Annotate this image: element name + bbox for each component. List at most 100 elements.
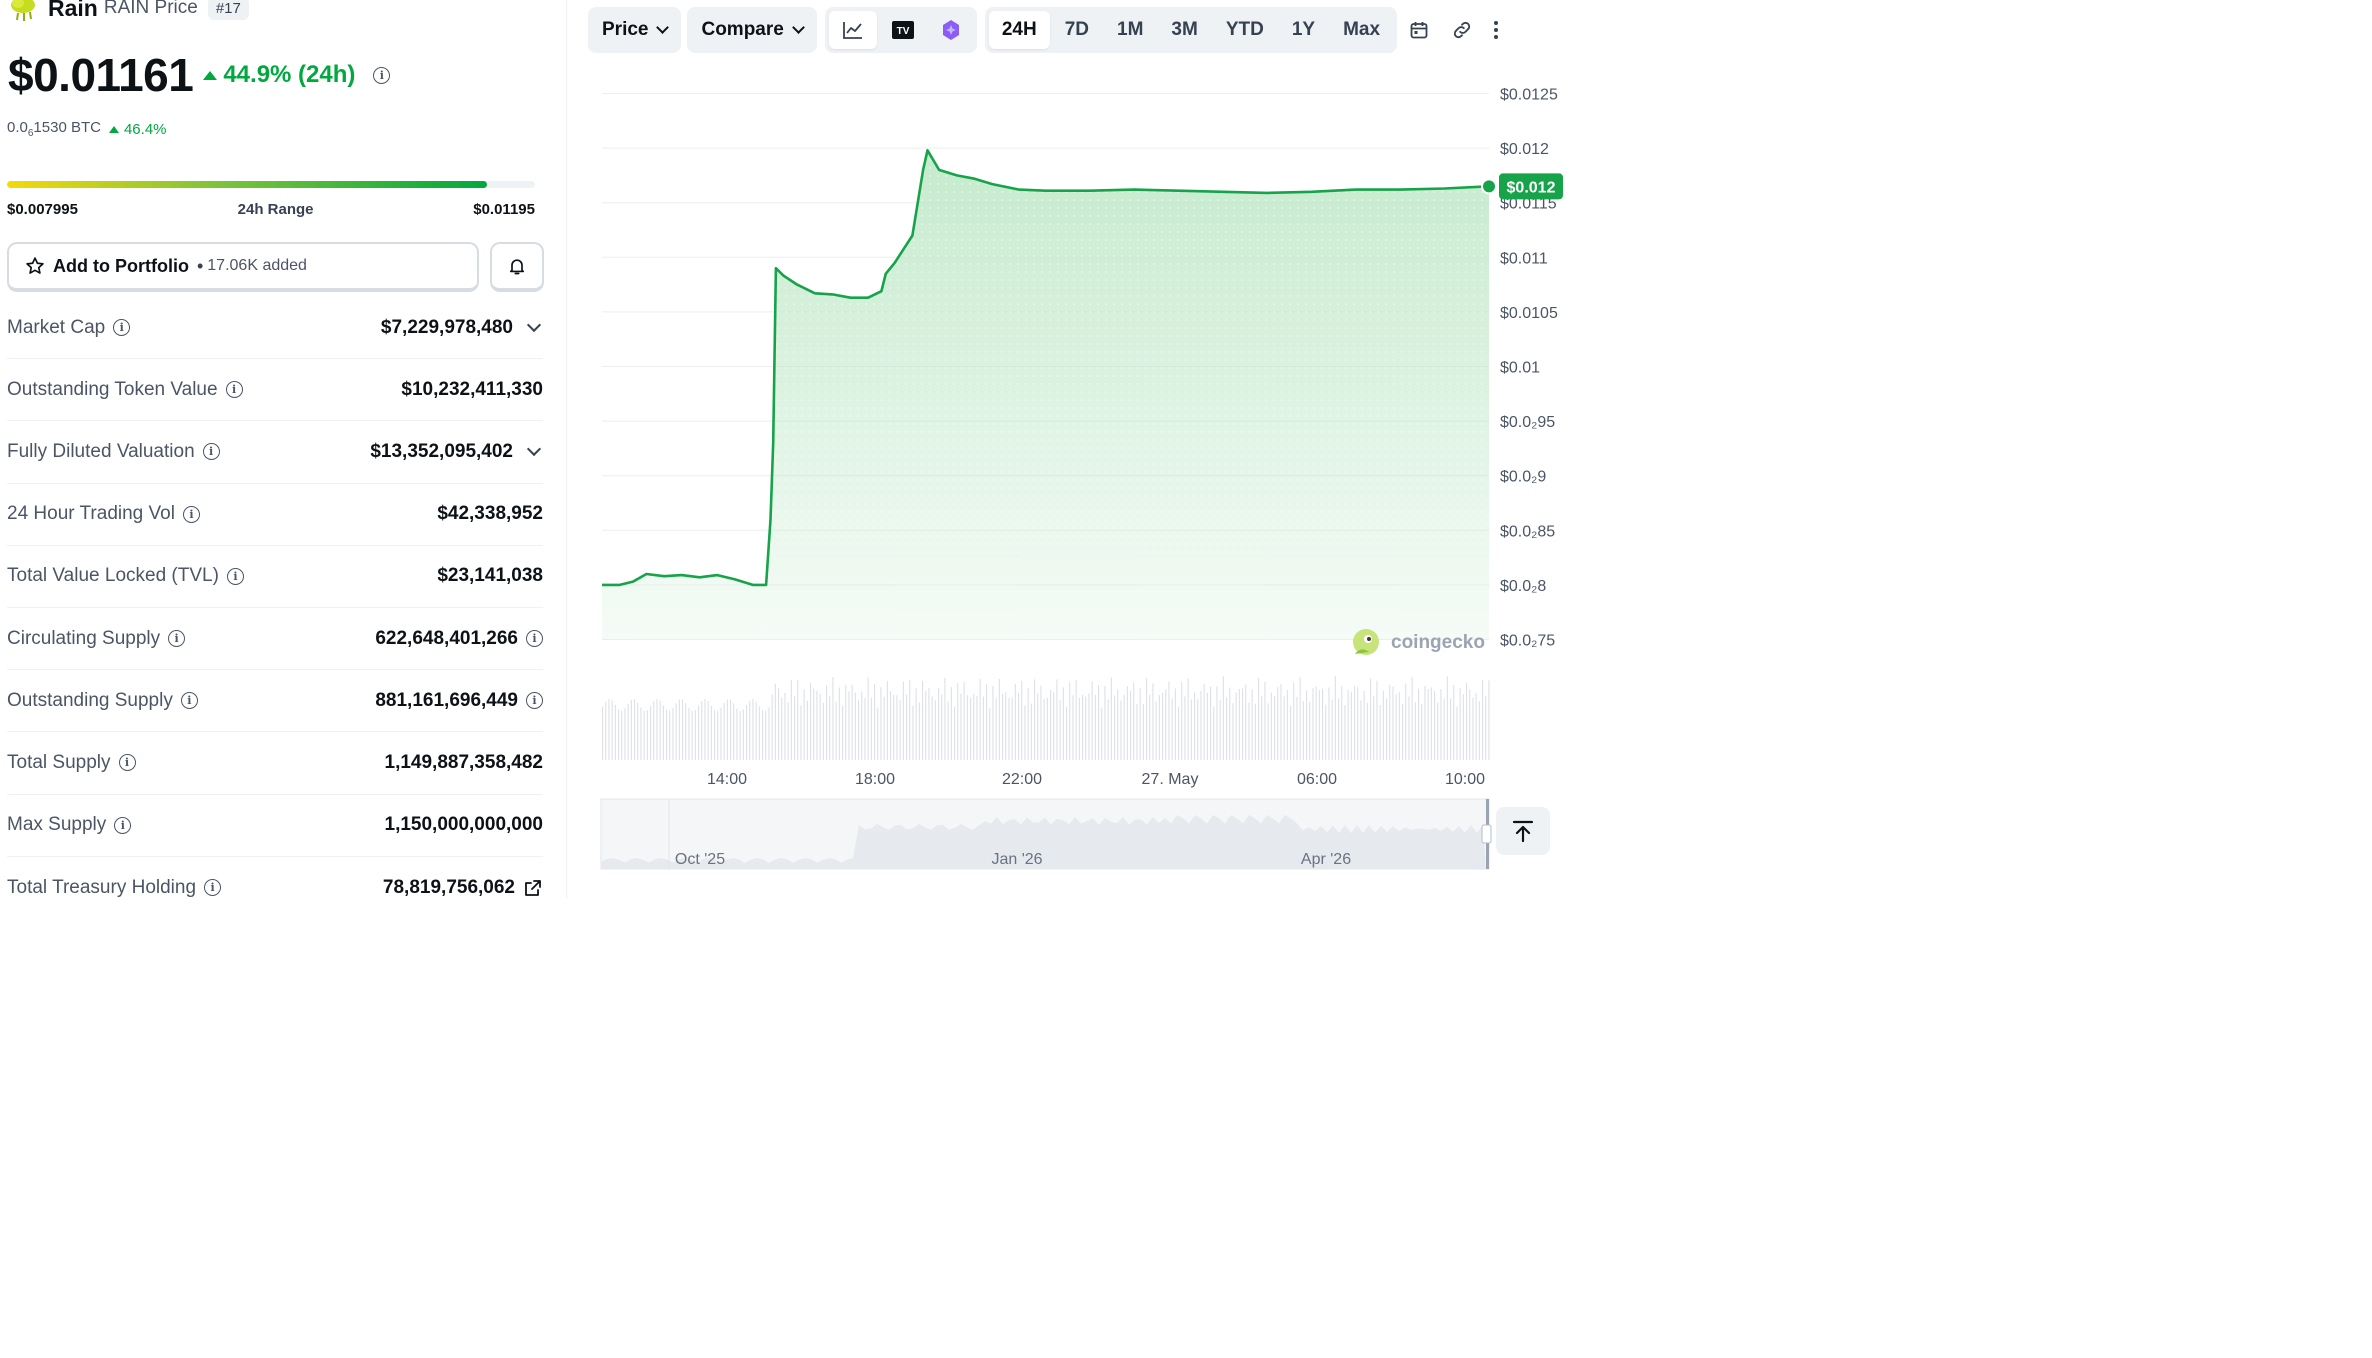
y-tick-label: $0.012	[1500, 141, 1549, 158]
sparkle-icon	[942, 20, 959, 40]
volume-bar	[1168, 681, 1170, 760]
volume-bar	[915, 688, 917, 760]
link-icon	[1453, 21, 1471, 39]
volume-bar	[666, 709, 668, 760]
more-options-button[interactable]	[1485, 11, 1507, 49]
range-bar-fill	[7, 181, 488, 188]
separator-dot: •	[196, 255, 204, 276]
timeframe-3m[interactable]: 3M	[1171, 19, 1198, 40]
timeframe-1m[interactable]: 1M	[1117, 19, 1144, 40]
volume-bar	[1152, 683, 1154, 760]
volume-bar	[1238, 688, 1240, 760]
info-icon[interactable]: i	[225, 381, 243, 399]
ai-insights-button[interactable]	[929, 11, 973, 49]
volume-bar	[1411, 676, 1413, 760]
price-chart[interactable]: $0.0125$0.012$0.0115$0.011$0.0105$0.01$0…	[600, 70, 1568, 880]
panel-divider	[566, 0, 567, 898]
add-to-portfolio-button[interactable]: Add to Portfolio • 17.06K added	[7, 242, 479, 292]
volume-bar	[906, 694, 908, 760]
price-row: $0.01161 44.9% (24h) i	[8, 48, 391, 102]
line-chart-icon	[842, 22, 862, 39]
stat-row: Outstanding Supply i 881,161,696,449 i	[7, 670, 543, 733]
volume-bar	[925, 691, 927, 760]
volume-bar	[832, 676, 834, 760]
timeframe-24h[interactable]: 24H	[988, 11, 1050, 49]
info-icon[interactable]: i	[526, 692, 543, 710]
watermark-text: coingecko	[1391, 632, 1485, 653]
volume-bar	[1373, 696, 1375, 760]
volume-bar	[1274, 695, 1276, 760]
volume-bar	[1270, 692, 1272, 760]
calendar-button[interactable]	[1399, 11, 1439, 49]
volume-bars	[602, 676, 1490, 760]
tradingview-button[interactable]: TV	[881, 11, 925, 49]
info-icon[interactable]: i	[226, 567, 244, 585]
volume-bar	[1370, 678, 1372, 760]
timeframe-1y[interactable]: 1Y	[1291, 19, 1316, 40]
info-icon[interactable]: i	[180, 692, 198, 710]
info-icon[interactable]: i	[113, 319, 131, 337]
info-icon[interactable]: i	[114, 816, 132, 834]
volume-bar	[1309, 701, 1311, 760]
volume-bar	[1085, 696, 1087, 760]
arrow-up-to-line-icon	[1512, 820, 1534, 843]
stat-label: Circulating Supply i	[7, 628, 186, 650]
volume-bar	[1251, 689, 1253, 760]
volume-bar	[1018, 693, 1020, 760]
info-icon[interactable]: i	[204, 879, 222, 897]
scroll-to-top-button[interactable]	[1496, 807, 1550, 855]
volume-bar	[784, 692, 786, 760]
volume-bar	[877, 707, 879, 760]
volume-bar	[803, 689, 805, 760]
price-dropdown-label: Price	[602, 19, 649, 40]
stat-label: Fully Diluted Valuation i	[7, 441, 220, 463]
info-icon[interactable]: i	[168, 630, 186, 648]
volume-bar	[1216, 686, 1218, 760]
timeframe-ytd[interactable]: YTD	[1225, 19, 1264, 40]
volume-bar	[854, 692, 856, 760]
volume-bar	[778, 688, 780, 760]
volume-bar	[1059, 700, 1061, 760]
info-icon[interactable]: i	[182, 505, 200, 523]
chevron-down-icon[interactable]	[526, 318, 542, 333]
volume-bar	[1408, 696, 1410, 760]
info-icon[interactable]: i	[526, 630, 543, 648]
current-price-label: $0.012	[1507, 179, 1556, 196]
navigator-handle[interactable]	[1481, 824, 1492, 844]
price-dropdown[interactable]: Price	[588, 11, 681, 49]
volume-bar	[1325, 704, 1327, 760]
stat-value: $13,352,095,402	[370, 441, 543, 463]
volume-bar	[1072, 695, 1074, 760]
volume-bar	[1136, 704, 1138, 760]
timeframe-7d[interactable]: 7D	[1064, 19, 1089, 40]
volume-bar	[1462, 694, 1464, 760]
info-icon[interactable]: i	[373, 66, 391, 84]
compare-dropdown[interactable]: Compare	[687, 11, 816, 49]
volume-bar	[774, 683, 776, 760]
volume-bar	[1357, 686, 1359, 760]
volume-bar	[998, 679, 1000, 760]
y-tick-label: $0.0₂8	[1500, 578, 1546, 595]
volume-bar	[1299, 677, 1301, 760]
volume-bar	[1056, 679, 1058, 760]
volume-bar	[1488, 680, 1490, 760]
volume-bar	[637, 702, 639, 760]
price-alert-button[interactable]	[490, 242, 544, 292]
volume-bar	[938, 687, 940, 760]
share-link-button[interactable]	[1439, 11, 1485, 49]
volume-bar	[979, 679, 981, 760]
volume-bar	[640, 707, 642, 760]
info-icon[interactable]: i	[202, 443, 220, 461]
volume-bar	[1165, 689, 1167, 760]
x-tick-label: 14:00	[707, 771, 747, 788]
range-navigator[interactable]: Oct '25 Jan '26 Apr '26	[600, 798, 1492, 870]
volume-bar	[1418, 688, 1420, 760]
volume-bar	[698, 705, 700, 760]
chevron-down-icon[interactable]	[526, 442, 542, 457]
line-chart-button[interactable]	[828, 11, 877, 49]
stat-row: Total Treasury Holding i 78,819,756,062	[7, 857, 543, 919]
volume-bar	[1190, 699, 1192, 760]
timeframe-max[interactable]: Max	[1343, 19, 1381, 40]
info-icon[interactable]: i	[118, 754, 136, 772]
external-link-icon[interactable]	[523, 878, 543, 898]
